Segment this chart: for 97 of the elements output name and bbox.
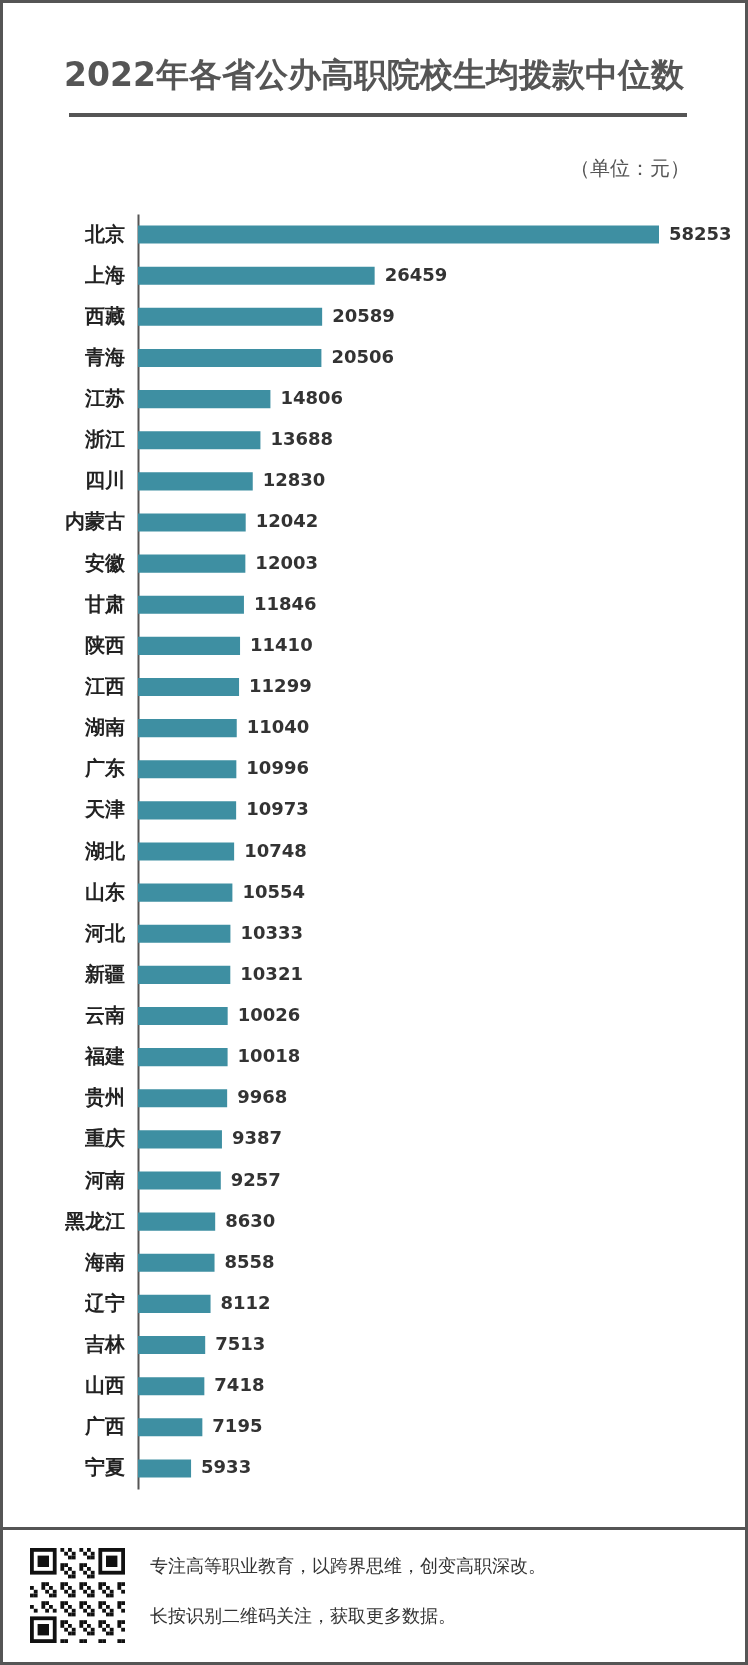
y-tick-label: 黑龙江 xyxy=(63,1208,125,1233)
data-label: 10333 xyxy=(240,921,304,943)
bar xyxy=(138,307,323,326)
y-tick-label: 天津 xyxy=(83,797,125,822)
y-tick-label: 江西 xyxy=(83,673,125,698)
data-label: 5933 xyxy=(201,1456,252,1478)
data-label: 9387 xyxy=(231,1127,283,1149)
y-tick-label: 青海 xyxy=(83,344,125,369)
data-label: 10748 xyxy=(244,839,307,861)
bar xyxy=(138,225,659,244)
data-label: 13688 xyxy=(270,428,334,450)
data-label: 11410 xyxy=(250,633,313,655)
data-label: 10554 xyxy=(242,880,306,902)
y-tick-label: 宁夏 xyxy=(84,1455,125,1480)
data-label: 58253 xyxy=(669,222,732,244)
data-label: 10321 xyxy=(240,962,303,984)
y-tick-label: 江苏 xyxy=(83,386,125,411)
data-label: 12830 xyxy=(262,469,326,491)
y-tick-label: 内蒙古 xyxy=(64,509,125,534)
y-tick-label: 吉林 xyxy=(83,1332,126,1357)
bar xyxy=(138,390,271,409)
data-label: 20506 xyxy=(331,345,395,367)
y-tick-label: 上海 xyxy=(83,262,125,287)
bar xyxy=(138,719,237,738)
bar xyxy=(138,1212,216,1231)
text: 专注高等职业教育，以跨界思维，创变高职深改。 xyxy=(150,1554,546,1578)
data-label: 7418 xyxy=(214,1374,265,1396)
y-tick-label: 甘肃 xyxy=(83,591,125,616)
y-tick-label: 西藏 xyxy=(83,303,125,328)
bar xyxy=(138,513,246,532)
y-tick-label: 安徽 xyxy=(84,550,126,575)
y-tick-label: 河北 xyxy=(83,920,126,945)
y-tick-label: 山西 xyxy=(84,1373,125,1398)
bar xyxy=(138,431,261,450)
y-tick-label: 广东 xyxy=(83,756,125,781)
y-tick-label: 北京 xyxy=(83,221,125,246)
bar xyxy=(138,266,375,285)
bar xyxy=(138,883,233,902)
bar xyxy=(138,1171,221,1190)
bar xyxy=(138,554,246,573)
y-tick-label: 广西 xyxy=(83,1414,125,1439)
chart-subtitle: （单位：元） xyxy=(570,155,690,181)
bar xyxy=(138,842,235,861)
y-tick-label: 山东 xyxy=(84,879,125,904)
data-label: 11299 xyxy=(249,674,312,696)
bar xyxy=(138,924,231,943)
bar xyxy=(138,636,241,655)
bar xyxy=(138,595,244,614)
data-label: 8630 xyxy=(225,1209,276,1231)
y-tick-label: 贵州 xyxy=(83,1085,125,1110)
data-label: 11040 xyxy=(246,716,310,738)
y-tick-label: 浙江 xyxy=(83,427,125,452)
data-label: 10973 xyxy=(246,798,309,820)
data-label: 10026 xyxy=(237,1004,301,1026)
y-tick-label: 福建 xyxy=(83,1044,125,1069)
bar xyxy=(138,1459,192,1478)
y-tick-label: 湖南 xyxy=(83,715,125,740)
data-label: 7513 xyxy=(215,1333,266,1355)
bar xyxy=(138,1006,228,1026)
y-tick-label: 湖北 xyxy=(83,838,126,863)
bar xyxy=(138,965,231,984)
bar xyxy=(138,1418,203,1437)
data-label: 20589 xyxy=(332,304,395,326)
data-label: 12003 xyxy=(255,551,318,573)
data-label: 12042 xyxy=(255,510,319,532)
data-label: 10018 xyxy=(237,1045,301,1067)
text: 长按识别二维码关注，获取更多数据。 xyxy=(150,1604,456,1628)
data-label: 10996 xyxy=(246,757,309,779)
bar xyxy=(138,1130,222,1149)
data-label: 8558 xyxy=(224,1250,275,1272)
y-tick-label: 重庆 xyxy=(83,1126,125,1151)
y-tick-label: 陕西 xyxy=(84,632,125,657)
bar xyxy=(138,1089,228,1108)
y-tick-label: 四川 xyxy=(84,468,125,493)
data-label: 9968 xyxy=(237,1086,288,1108)
y-tick-label: 新疆 xyxy=(83,961,125,986)
bar xyxy=(138,348,322,367)
data-label: 26459 xyxy=(384,263,448,285)
bar xyxy=(138,1377,205,1396)
data-label: 9257 xyxy=(230,1168,281,1190)
bar xyxy=(138,1048,228,1067)
data-label: 8112 xyxy=(220,1291,271,1313)
bar xyxy=(138,801,237,820)
bar xyxy=(138,677,240,697)
bar xyxy=(138,760,237,779)
y-tick-label: 云南 xyxy=(84,1003,125,1028)
y-tick-label: 河南 xyxy=(83,1167,125,1192)
bar xyxy=(138,1336,206,1355)
data-label: 11846 xyxy=(253,592,317,614)
data-label: 14806 xyxy=(280,387,344,409)
y-tick-label: 辽宁 xyxy=(83,1290,125,1315)
bar xyxy=(138,1253,215,1272)
bar xyxy=(138,472,253,491)
data-label: 7195 xyxy=(212,1415,263,1437)
y-tick-label: 海南 xyxy=(83,1249,125,1274)
chart-title: 2022年各省公办高职院校生均拨款中位数 xyxy=(63,54,685,96)
bar xyxy=(138,1294,211,1313)
